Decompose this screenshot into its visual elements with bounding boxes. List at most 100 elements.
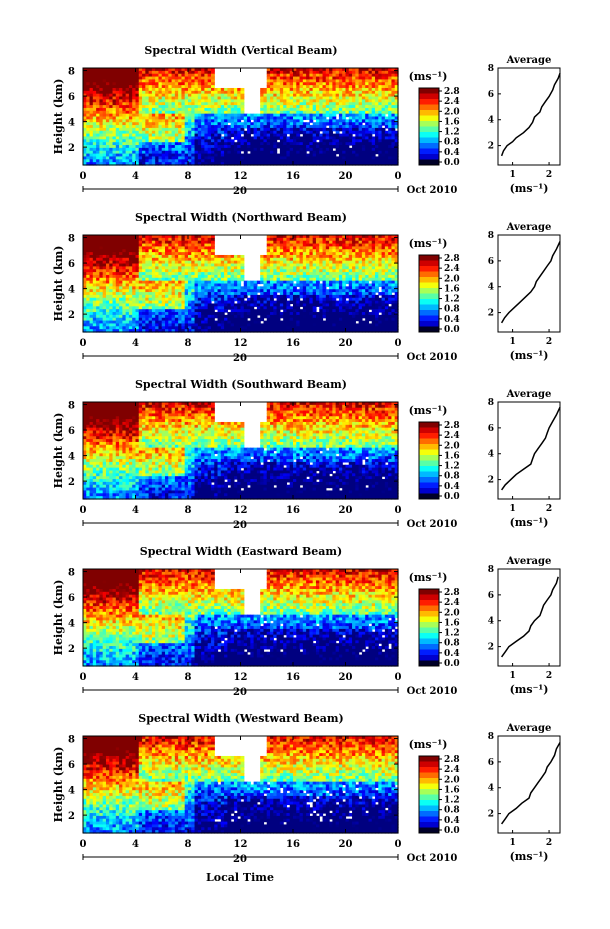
date-label: Oct 2010 <box>407 519 458 530</box>
colorbar-bin <box>419 115 439 122</box>
y-tick-label: 4 <box>68 786 75 797</box>
colorbar-bin <box>419 767 439 773</box>
colorbar-frame <box>418 755 440 834</box>
profile-y-tick-label: 8 <box>488 398 494 408</box>
colorbar-tick-label: 0.0 <box>444 659 460 669</box>
colorbar-bin <box>419 137 439 144</box>
colorbar-bin <box>419 148 439 155</box>
x-tick-label: 20 <box>339 505 353 516</box>
panel-title: Spectral Width (Vertical Beam) <box>144 44 337 57</box>
profile-y-tick-label: 6 <box>488 257 494 267</box>
x-tick-label: 12 <box>234 672 248 683</box>
x-tick-label: 4 <box>132 338 139 349</box>
colorbar-bin <box>419 660 439 667</box>
colorbar-bin <box>419 293 439 300</box>
x-tick-label: 0 <box>80 505 87 516</box>
colorbar-tick-label: 0.4 <box>444 315 460 325</box>
profile-y-tick-label: 4 <box>488 116 494 126</box>
x-tick-label: 8 <box>185 505 192 516</box>
colorbar-tick-label: 0.0 <box>444 492 460 502</box>
profile-y-tick-label: 2 <box>488 476 494 486</box>
y-axis-label: Height (km) <box>52 747 65 823</box>
profile-line <box>500 72 561 157</box>
x-tick-label: 4 <box>132 505 139 516</box>
panel-title: Spectral Width (Northward Beam) <box>135 211 347 224</box>
x-tick-label: 12 <box>234 505 248 516</box>
colorbar-bin <box>419 315 439 322</box>
profile-x-label: (ms⁻¹) <box>510 850 549 863</box>
profile-frame <box>497 735 561 834</box>
colorbar-tick-label: 2.8 <box>444 87 460 97</box>
y-tick-label: 4 <box>68 285 75 296</box>
colorbar-bin <box>419 255 439 261</box>
date-label: Oct 2010 <box>407 185 458 196</box>
colorbar-bin <box>419 310 439 316</box>
x-tick-label: 4 <box>132 839 139 850</box>
y-tick-label: 6 <box>68 760 75 771</box>
colorbar-bin <box>419 761 439 768</box>
date-tick-label: 20 <box>233 353 247 364</box>
profile-y-tick-label: 2 <box>488 309 494 319</box>
profile-frame <box>497 401 561 500</box>
x-tick-label: 12 <box>234 171 248 182</box>
profile-y-tick-label: 6 <box>488 424 494 434</box>
x-tick-label: 0 <box>395 672 402 683</box>
colorbar-unit: (ms⁻¹) <box>409 70 448 83</box>
x-axis-label: Local Time <box>206 871 274 884</box>
date-tick-label: 20 <box>233 687 247 698</box>
x-tick-label: 20 <box>339 672 353 683</box>
date-tick-label: 20 <box>233 520 247 531</box>
profile-line <box>500 241 561 324</box>
profile-x-tick-label: 1 <box>509 170 515 180</box>
y-tick-label: 4 <box>68 452 75 463</box>
panel-3: Spectral Width (Southward Beam)2468Heigh… <box>52 378 561 531</box>
date-label: Oct 2010 <box>407 686 458 697</box>
colorbar-bin <box>419 110 439 116</box>
x-tick-label: 12 <box>234 839 248 850</box>
profile-y-tick-label: 6 <box>488 591 494 601</box>
colorbar-bin <box>419 433 439 439</box>
colorbar-tick-label: 1.6 <box>444 785 460 795</box>
x-tick-label: 4 <box>132 171 139 182</box>
profile-y-tick-label: 4 <box>488 784 494 794</box>
colorbar-tick-label: 1.2 <box>444 295 460 305</box>
colorbar-bin <box>419 427 439 434</box>
x-tick-label: 0 <box>80 171 87 182</box>
profile-x-tick-label: 2 <box>546 838 552 848</box>
colorbar-bin <box>419 772 439 779</box>
colorbar-tick-label: 1.6 <box>444 117 460 127</box>
y-tick-label: 6 <box>68 92 75 103</box>
profile-y-tick-label: 6 <box>488 90 494 100</box>
colorbar-unit: (ms⁻¹) <box>409 237 448 250</box>
x-tick-label: 0 <box>80 338 87 349</box>
panel-5: Spectral Width (Westward Beam)2468Height… <box>52 712 561 884</box>
colorbar-tick-label: 0.8 <box>444 472 460 482</box>
x-tick-label: 16 <box>286 839 300 850</box>
profile-x-tick-label: 1 <box>509 671 515 681</box>
x-tick-label: 8 <box>185 672 192 683</box>
colorbar-tick-label: 1.2 <box>444 128 460 138</box>
profile-x-tick-label: 1 <box>509 337 515 347</box>
panel-title: Spectral Width (Eastward Beam) <box>140 545 342 558</box>
y-axis-label: Height (km) <box>52 79 65 155</box>
colorbar-bin <box>419 778 439 784</box>
colorbar-tick-label: 0.8 <box>444 806 460 816</box>
x-tick-label: 16 <box>286 338 300 349</box>
profile-x-tick-label: 2 <box>546 671 552 681</box>
colorbar-bin <box>419 282 439 289</box>
colorbar-bin <box>419 132 439 138</box>
colorbar-bin <box>419 794 439 801</box>
y-tick-label: 4 <box>68 619 75 630</box>
colorbar-bin <box>419 143 439 149</box>
colorbar-bin <box>419 488 439 494</box>
colorbar-tick-label: 2.0 <box>444 608 460 618</box>
colorbar-bin <box>419 321 439 327</box>
colorbar-bin <box>419 99 439 105</box>
profile-y-tick-label: 2 <box>488 142 494 152</box>
colorbar-tick-label: 2.4 <box>444 431 460 441</box>
profile-y-tick-label: 8 <box>488 64 494 74</box>
colorbar-tick-label: 2.0 <box>444 441 460 451</box>
colorbar-bin <box>419 326 439 333</box>
colorbar-bin <box>419 589 439 595</box>
